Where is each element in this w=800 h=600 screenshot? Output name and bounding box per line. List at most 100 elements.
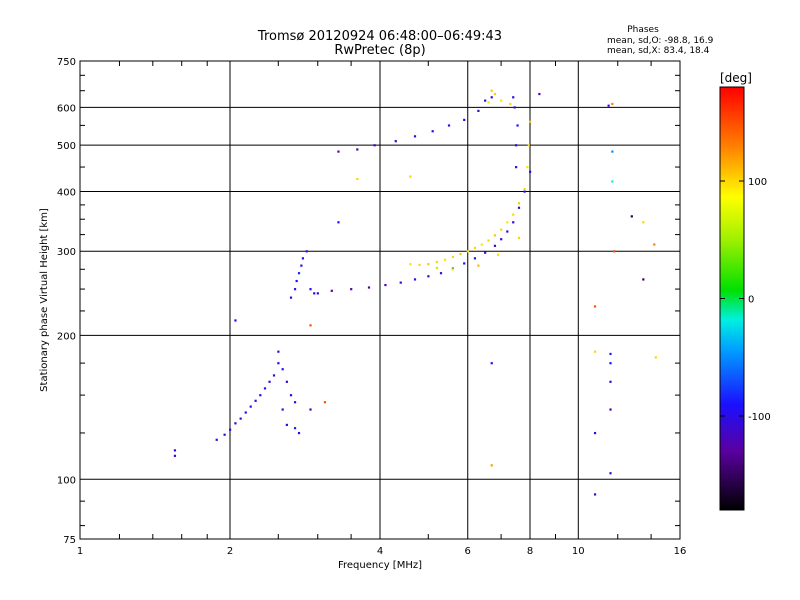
data-point: [313, 292, 316, 295]
data-point: [229, 428, 232, 431]
data-point: [642, 221, 645, 224]
data-point: [609, 472, 612, 475]
data-point: [466, 250, 469, 253]
phases-title: Phases: [627, 25, 659, 35]
phases-line-o: mean, sd,O: -98.8, 16.9: [607, 36, 714, 46]
data-point: [523, 190, 526, 193]
data-point: [399, 281, 402, 284]
colorbar-tick-label: -100: [748, 412, 771, 423]
data-point: [301, 257, 305, 260]
data-point: [285, 380, 288, 383]
data-point: [427, 263, 430, 266]
data-point: [356, 148, 359, 151]
data-point: [490, 362, 493, 365]
x-tick-labels: 1 2 4 6 8 10 16: [77, 546, 687, 557]
data-point: [480, 243, 483, 246]
data-point: [515, 144, 518, 147]
colorbar-frame: [719, 86, 745, 511]
data-point: [384, 283, 387, 287]
data-point: [500, 228, 503, 231]
data-point: [249, 405, 252, 408]
data-points: [173, 89, 657, 496]
data-point: [493, 92, 497, 96]
data-point: [512, 213, 515, 216]
data-point: [281, 408, 284, 411]
data-point: [285, 423, 288, 427]
data-point: [439, 272, 443, 275]
data-point: [516, 124, 519, 127]
data-point: [506, 221, 509, 224]
data-point: [295, 279, 298, 283]
data-point: [337, 221, 340, 224]
x-tick-label: 1: [77, 546, 83, 557]
x-tick-label: 8: [527, 546, 533, 557]
x-tick-label: 2: [227, 546, 233, 557]
colorbar-ticks: -100 0 100: [719, 86, 771, 511]
data-point: [593, 350, 597, 353]
data-point: [609, 352, 612, 356]
y-tick-label: 75: [63, 535, 76, 546]
chart-title: Tromsø 20120924 06:48:00–06:49:43: [257, 29, 502, 44]
data-point: [394, 140, 397, 143]
data-point: [490, 89, 493, 92]
data-point: [477, 264, 480, 267]
data-point: [607, 104, 610, 107]
data-point: [316, 292, 319, 295]
grid-lines: [80, 61, 680, 539]
data-point: [367, 286, 371, 289]
data-point: [173, 449, 177, 452]
data-point: [223, 433, 226, 436]
data-point: [427, 275, 430, 278]
data-point: [293, 401, 297, 404]
data-point: [609, 408, 612, 411]
data-point: [293, 288, 297, 291]
data-point: [593, 431, 597, 435]
colorbar-label: [deg]: [720, 71, 752, 85]
colorbar-tick-label: 100: [748, 177, 767, 188]
data-point: [490, 464, 493, 467]
data-point: [484, 99, 487, 102]
data-point: [293, 427, 297, 430]
data-point: [611, 180, 614, 183]
phases-line-x: mean, sd,X: 83.4, 18.4: [607, 46, 710, 56]
data-point: [609, 362, 612, 365]
plot-frame: [79, 60, 681, 540]
data-point: [473, 257, 477, 260]
data-point: [500, 99, 503, 102]
x-tick-label: 10: [572, 546, 585, 557]
data-point: [526, 166, 529, 169]
data-point: [609, 380, 612, 383]
data-point: [484, 251, 487, 254]
data-point: [477, 109, 480, 113]
colorbar-tick-label: 0: [748, 295, 754, 306]
data-point: [281, 368, 284, 371]
data-point: [493, 244, 497, 247]
data-point: [300, 264, 303, 267]
data-point: [277, 362, 280, 365]
data-point: [509, 102, 512, 106]
y-tick-label: 200: [57, 331, 76, 342]
data-point: [654, 356, 657, 359]
data-point: [289, 394, 293, 397]
data-point: [350, 288, 353, 291]
data-point: [517, 236, 521, 240]
data-point: [451, 255, 455, 259]
data-point: [630, 215, 633, 218]
data-point: [459, 253, 462, 256]
data-point: [297, 431, 301, 435]
data-point: [323, 401, 327, 404]
data-point: [538, 92, 541, 96]
data-point: [490, 96, 493, 99]
y-tick-label: 300: [57, 247, 76, 258]
data-point: [487, 101, 490, 104]
data-point: [529, 170, 532, 173]
data-point: [173, 454, 177, 457]
data-point: [529, 120, 532, 123]
data-point: [517, 202, 521, 205]
data-point: [234, 422, 237, 425]
data-point: [268, 380, 271, 383]
y-tick-label: 750: [57, 57, 76, 68]
y-tick-label: 400: [57, 187, 76, 198]
data-point: [593, 493, 597, 496]
